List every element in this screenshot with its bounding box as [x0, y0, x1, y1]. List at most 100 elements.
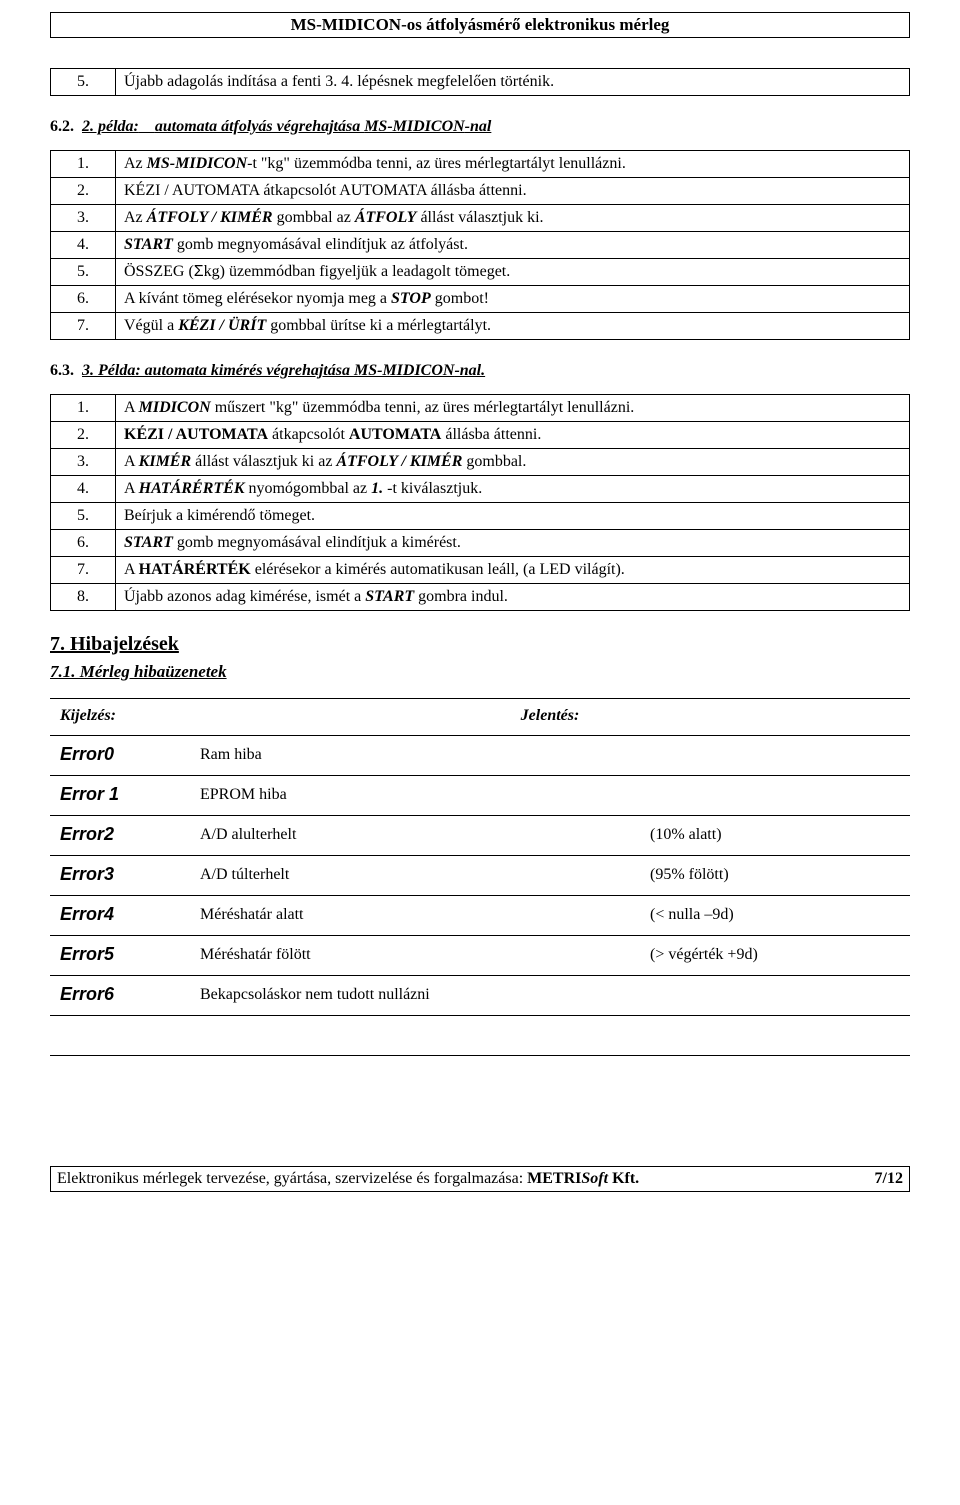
error-extra	[640, 1016, 910, 1056]
text: állást választjuk ki.	[416, 209, 543, 226]
button-label: ÁTFOLY / KIMÉR	[336, 453, 462, 470]
text: állást választjuk ki az	[191, 453, 336, 470]
step-number: 5.	[51, 503, 116, 530]
table-row: Error2A/D alulterhelt(10% alatt)	[50, 816, 910, 856]
table-row: 2. KÉZI / AUTOMATA átkapcsolót AUTOMATA …	[51, 178, 910, 205]
value-label: 1.	[371, 480, 383, 497]
error-meaning: EPROM hiba	[190, 776, 640, 816]
table-row: 1. Az MS-MIDICON-t "kg" üzemmódba tenni,…	[51, 151, 910, 178]
table-row: Error0Ram hiba	[50, 736, 910, 776]
error-code: Error0	[50, 736, 190, 776]
error-code: Error3	[50, 856, 190, 896]
table-row: 3. Az ÁTFOLY / KIMÉR gombbal az ÁTFOLY á…	[51, 205, 910, 232]
text: kg) üzemmódban figyeljük a leadagolt töm…	[204, 263, 511, 280]
text: A	[124, 480, 139, 497]
step-number: 8.	[51, 584, 116, 611]
table-row: 1. A MIDICON műszert "kg" üzemmódba tenn…	[51, 395, 910, 422]
step-number: 5.	[51, 69, 116, 96]
text: nyomógombbal az	[244, 480, 371, 497]
footer-text: Elektronikus mérlegek tervezése, gyártás…	[57, 1170, 639, 1188]
text: állásba áttenni.	[441, 426, 541, 443]
company-part: METRI	[527, 1170, 581, 1187]
section-label: 2. példa:	[82, 118, 139, 135]
text: ÖSSZEG (	[124, 263, 194, 280]
text: -t "kg" üzemmódba tenni, az üres mérlegt…	[247, 155, 626, 172]
section-7-title: 7. Hibajelzések	[50, 633, 910, 656]
page-number: 7/12	[875, 1170, 903, 1188]
button-label: KÉZI / ÜRÍT	[178, 317, 266, 334]
step-number: 2.	[51, 422, 116, 449]
text: A	[124, 453, 139, 470]
step-text: START gomb megnyomásával elindítjuk az á…	[116, 232, 910, 259]
error-meaning: Ram hiba	[190, 736, 640, 776]
step-text: Végül a KÉZI / ÜRÍT gombbal ürítse ki a …	[116, 313, 910, 340]
section-text: 3. Példa: automata kimérés végrehajtása	[82, 362, 354, 379]
error-code: Error2	[50, 816, 190, 856]
step-text: A HATÁRÉRTÉK elérésekor a kimérés automa…	[116, 557, 910, 584]
error-extra: (< nulla –9d)	[640, 896, 910, 936]
step-number: 1.	[51, 151, 116, 178]
col-meaning: Jelentés:	[190, 699, 910, 736]
steps-table-continued: 5. Újabb adagolás indítása a fenti 3. 4.…	[50, 68, 910, 96]
step-text: Az ÁTFOLY / KIMÉR gombbal az ÁTFOLY állá…	[116, 205, 910, 232]
table-row: Error6Bekapcsoláskor nem tudott nullázni	[50, 976, 910, 1016]
text: gombbal az	[273, 209, 355, 226]
text: műszert "kg" üzemmódba tenni, az üres mé…	[211, 399, 635, 416]
product-name: MIDICON	[139, 399, 211, 416]
table-row: Error3A/D túlterhelt(95% fölött)	[50, 856, 910, 896]
button-label: START	[124, 534, 173, 551]
table-row: 6. START gomb megnyomásával elindítjuk a…	[51, 530, 910, 557]
sigma-symbol: Σ	[194, 263, 204, 280]
step-number: 3.	[51, 449, 116, 476]
table-row: Error5Méréshatár fölött(> végérték +9d)	[50, 936, 910, 976]
button-label: HATÁRÉRTÉK	[139, 561, 251, 578]
error-meaning: A/D alulterhelt	[190, 816, 640, 856]
company-part: Soft	[581, 1170, 608, 1187]
error-extra: (95% fölött)	[640, 856, 910, 896]
table-row: 5. Beírjuk a kimérendő tömeget.	[51, 503, 910, 530]
table-header-row: Kijelzés: Jelentés:	[50, 699, 910, 736]
error-code: Error6	[50, 976, 190, 1016]
text: A	[124, 561, 139, 578]
section-7-1-title: 7.1. Mérleg hibaüzenetek	[50, 662, 910, 682]
text: -t kiválasztjuk.	[383, 480, 482, 497]
text: elérésekor a kimérés automatikusan leáll…	[251, 561, 625, 578]
col-display: Kijelzés:	[50, 699, 190, 736]
company-part: Kft.	[608, 1170, 639, 1187]
step-number: 2.	[51, 178, 116, 205]
error-table: Kijelzés: Jelentés: Error0Ram hibaError …	[50, 698, 910, 1056]
button-label: START	[365, 588, 414, 605]
text: Végül a	[124, 317, 178, 334]
section-product: MS-MIDICON	[354, 362, 454, 379]
table-row: 4. START gomb megnyomásával elindítjuk a…	[51, 232, 910, 259]
steps-table-6-2: 1. Az MS-MIDICON-t "kg" üzemmódba tenni,…	[50, 150, 910, 340]
step-number: 4.	[51, 232, 116, 259]
text: gomb megnyomásával elindítjuk az átfolyá…	[173, 236, 468, 253]
step-text: A kívánt tömeg elérésekor nyomja meg a S…	[116, 286, 910, 313]
step-number: 4.	[51, 476, 116, 503]
step-text: Újabb adagolás indítása a fenti 3. 4. lé…	[116, 69, 910, 96]
error-extra	[640, 776, 910, 816]
error-meaning: A/D túlterhelt	[190, 856, 640, 896]
mode-label: KIMÉR	[139, 453, 191, 470]
table-row: 8. Újabb azonos adag kimérése, ismét a S…	[51, 584, 910, 611]
section-suffix: -nal	[465, 118, 492, 135]
table-row: 7. Végül a KÉZI / ÜRÍT gombbal ürítse ki…	[51, 313, 910, 340]
section-index: 6.2.	[50, 118, 74, 135]
text: A kívánt tömeg elérésekor nyomja meg a	[124, 290, 391, 307]
text: gombra indul.	[414, 588, 508, 605]
button-label: STOP	[391, 290, 431, 307]
step-text: Újabb azonos adag kimérése, ismét a STAR…	[116, 584, 910, 611]
step-text: KÉZI / AUTOMATA átkapcsolót AUTOMATA áll…	[116, 178, 910, 205]
error-code: Error4	[50, 896, 190, 936]
table-row: 4. A HATÁRÉRTÉK nyomógombbal az 1. -t ki…	[51, 476, 910, 503]
error-meaning	[190, 1016, 640, 1056]
step-number: 1.	[51, 395, 116, 422]
error-meaning: Méréshatár fölött	[190, 936, 640, 976]
step-text: ÖSSZEG (Σkg) üzemmódban figyeljük a lead…	[116, 259, 910, 286]
button-label: ÁTFOLY / KIMÉR	[147, 209, 273, 226]
table-row: 5. Újabb adagolás indítása a fenti 3. 4.…	[51, 69, 910, 96]
text: Elektronikus mérlegek tervezése, gyártás…	[57, 1170, 527, 1187]
error-code	[50, 1016, 190, 1056]
table-row: Error 1EPROM hiba	[50, 776, 910, 816]
